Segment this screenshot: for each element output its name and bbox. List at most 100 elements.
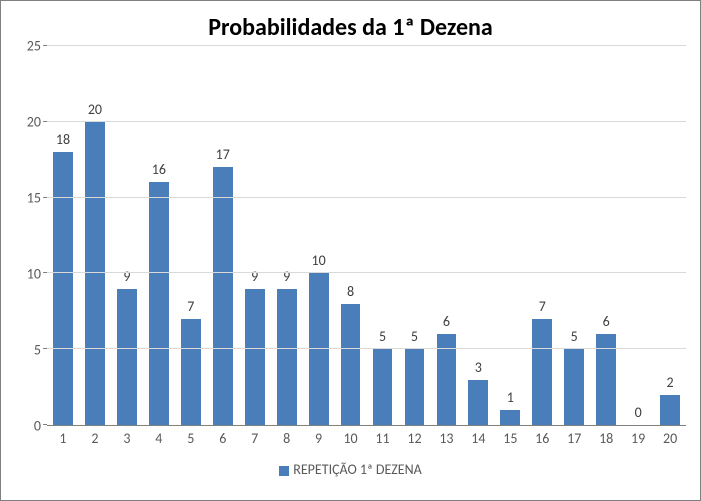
gridline [47, 45, 686, 46]
bar [660, 395, 680, 425]
bar-slot: 16 [143, 46, 175, 425]
x-tick-label: 18 [590, 430, 622, 447]
gridline [47, 272, 686, 273]
x-tick-label: 6 [207, 430, 239, 447]
bar-slot: 17 [207, 46, 239, 425]
bar-slot: 5 [558, 46, 590, 425]
y-tick-label: 15 [27, 190, 41, 207]
bar-value-label: 20 [88, 101, 102, 118]
legend: REPETIÇÃO 1ª DEZENA [15, 461, 686, 478]
bar-slot: 9 [239, 46, 271, 425]
legend-label: REPETIÇÃO 1ª DEZENA [293, 461, 422, 478]
bar-value-label: 0 [635, 404, 642, 421]
bar-value-label: 5 [411, 328, 418, 345]
x-tick-label: 7 [239, 430, 271, 447]
y-tickmark [43, 424, 47, 425]
bar-slot: 8 [335, 46, 367, 425]
bar-value-label: 7 [187, 298, 194, 315]
x-tick-label: 10 [335, 430, 367, 447]
bar-value-label: 3 [475, 359, 482, 376]
bar [277, 289, 297, 425]
chart-frame: Probabilidades da 1ª Dezena 0510152025 1… [0, 0, 701, 501]
gridline [47, 121, 686, 122]
y-tickmark [43, 45, 47, 46]
gridline [47, 348, 686, 349]
bar-slot: 2 [654, 46, 686, 425]
x-tick-label: 14 [462, 430, 494, 447]
x-tick-label: 20 [654, 430, 686, 447]
bar-value-label: 9 [123, 268, 130, 285]
bar [468, 380, 488, 425]
bar [532, 319, 552, 425]
bar-slot: 6 [430, 46, 462, 425]
x-tick-label: 16 [526, 430, 558, 447]
bar-value-label: 17 [216, 146, 230, 163]
legend-swatch [279, 466, 289, 476]
bar-value-label: 5 [379, 328, 386, 345]
bar-slot: 9 [271, 46, 303, 425]
bar-value-label: 6 [443, 313, 450, 330]
bar-value-label: 9 [283, 268, 290, 285]
bar-value-label: 8 [347, 283, 354, 300]
bar-slot: 7 [175, 46, 207, 425]
y-tick-label: 25 [27, 38, 41, 55]
y-tick-label: 10 [27, 266, 41, 283]
x-axis-labels: 1234567891011121314151617181920 [47, 426, 686, 447]
bar [373, 349, 393, 425]
x-tick-label: 3 [111, 430, 143, 447]
bar [213, 167, 233, 425]
bars-container: 1820916717991085563175602 [47, 46, 686, 425]
bar-slot: 20 [79, 46, 111, 425]
bar [405, 349, 425, 425]
bar-slot: 9 [111, 46, 143, 425]
x-tick-label: 17 [558, 430, 590, 447]
x-tick-label: 13 [430, 430, 462, 447]
x-tick-label: 9 [303, 430, 335, 447]
bar-value-label: 1 [507, 389, 514, 406]
bar-value-label: 10 [311, 252, 325, 269]
bar [341, 304, 361, 425]
y-tick-label: 20 [27, 114, 41, 131]
bar-slot: 5 [398, 46, 430, 425]
y-tickmark [43, 121, 47, 122]
bar [564, 349, 584, 425]
y-tickmark [43, 272, 47, 273]
bar [245, 289, 265, 425]
bar-slot: 3 [462, 46, 494, 425]
x-tick-label: 19 [622, 430, 654, 447]
plot: 1820916717991085563175602 [47, 46, 686, 426]
bar-slot: 7 [526, 46, 558, 425]
bar-slot: 0 [622, 46, 654, 425]
bar-value-label: 6 [603, 313, 610, 330]
plot-area: 0510152025 1820916717991085563175602 [15, 46, 686, 426]
y-tick-label: 5 [34, 342, 41, 359]
bar [149, 182, 169, 425]
x-tick-label: 2 [79, 430, 111, 447]
y-tickmark [43, 348, 47, 349]
bar-value-label: 16 [152, 161, 166, 178]
bar-slot: 18 [47, 46, 79, 425]
y-tickmark [43, 197, 47, 198]
bar-value-label: 7 [539, 298, 546, 315]
x-tick-label: 11 [367, 430, 399, 447]
x-tick-label: 1 [47, 430, 79, 447]
bar [53, 152, 73, 425]
x-tick-label: 5 [175, 430, 207, 447]
bar [117, 289, 137, 425]
bar [500, 410, 520, 425]
bar [85, 122, 105, 425]
x-tick-label: 8 [271, 430, 303, 447]
y-tick-label: 0 [34, 418, 41, 435]
bar-slot: 1 [494, 46, 526, 425]
bar-value-label: 2 [667, 374, 674, 391]
x-tick-label: 15 [494, 430, 526, 447]
gridline [47, 197, 686, 198]
x-tick-label: 4 [143, 430, 175, 447]
bar-value-label: 9 [251, 268, 258, 285]
bar-value-label: 5 [571, 328, 578, 345]
bar-slot: 5 [367, 46, 399, 425]
x-tick-label: 12 [398, 430, 430, 447]
y-axis: 0510152025 [15, 46, 47, 426]
bar [181, 319, 201, 425]
bar [309, 273, 329, 425]
